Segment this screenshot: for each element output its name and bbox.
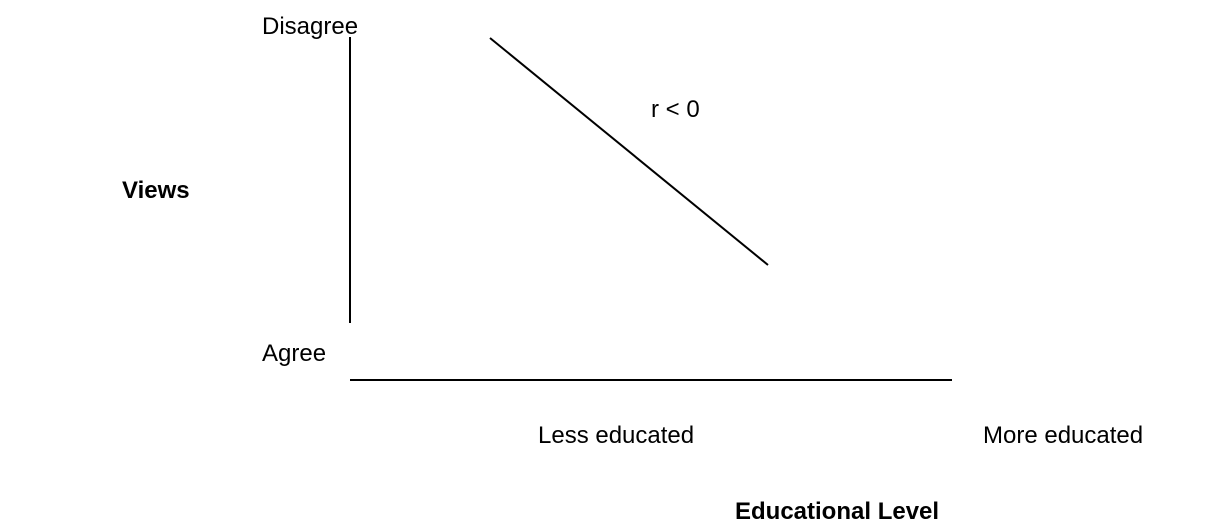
- y-axis-title: Views: [122, 177, 190, 204]
- trend-line: [489, 37, 769, 266]
- y-axis-top-label: Disagree: [262, 13, 358, 40]
- x-axis-left-label: Less educated: [538, 422, 694, 449]
- annotation: r < 0: [651, 96, 700, 123]
- x-axis-title: Educational Level: [735, 498, 939, 525]
- y-axis-bottom-label: Agree: [262, 340, 326, 367]
- x-axis-right-label: More educated: [983, 422, 1143, 449]
